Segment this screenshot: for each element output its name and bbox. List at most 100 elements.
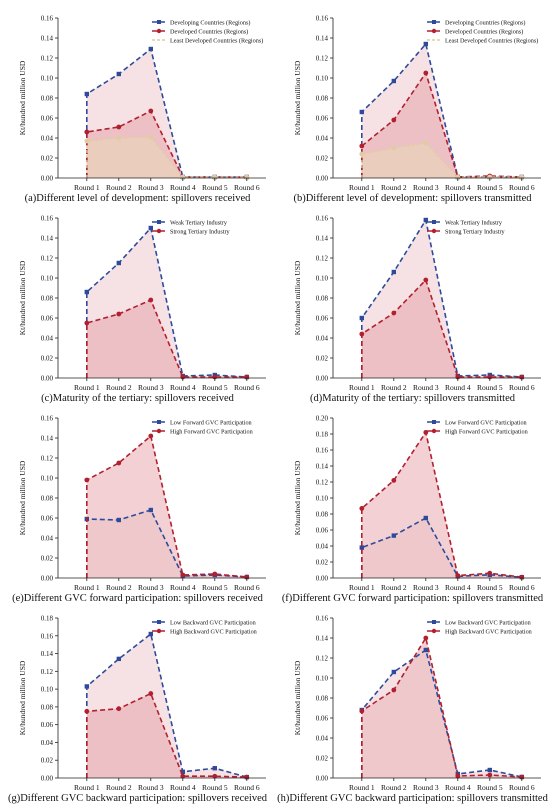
data-point [391, 533, 396, 538]
y-tick-label: 0.10 [316, 675, 329, 683]
data-point [148, 433, 154, 439]
chart-caption: (g)Different GVC backward participation:… [7, 793, 267, 804]
x-tick-label: Round 2 [106, 383, 132, 392]
y-tick-label: 0.20 [316, 415, 329, 423]
y-tick-label: 0.02 [316, 559, 329, 567]
data-point [391, 669, 396, 675]
y-tick-label: 0.02 [41, 155, 54, 163]
data-point [455, 773, 461, 779]
chart-svg: 0.00 0.02 0.04 0.06 0.08 0.10 0.12 0.14 0.16 Roun… [293, 15, 541, 192]
x-tick-label: Round 1 [74, 783, 100, 792]
chart-svg: 0.00 0.02 0.04 0.06 0.08 0.10 0.12 0.14 0.16 Roun… [18, 415, 266, 592]
legend-marker [432, 20, 436, 24]
data-point [359, 331, 365, 337]
series-area [86, 300, 247, 378]
y-axis-label: Kt/hundred million USD [293, 460, 302, 535]
legend-marker [431, 428, 437, 434]
series-area [361, 650, 522, 778]
y-axis-label: Kt/hundred million USD [293, 60, 302, 135]
data-point [423, 140, 429, 146]
y-tick-label: 0.16 [316, 447, 329, 455]
y-tick-label: 0.08 [41, 495, 54, 503]
x-tick-label: Round 6 [509, 783, 535, 792]
x-tick-label: Round 4 [170, 583, 196, 592]
x-tick-label: Round 3 [138, 783, 164, 792]
x-tick-label: Round 6 [509, 583, 535, 592]
data-point [116, 71, 121, 77]
x-tick-label: Round 5 [202, 583, 228, 592]
chart-svg: 0.00 0.02 0.04 0.06 0.08 0.10 0.12 0.14 0.16 Roun… [18, 215, 266, 392]
data-point [359, 708, 365, 714]
legend-label: Least Developed Countries (Regions) [445, 37, 538, 44]
data-point [116, 517, 121, 523]
data-point [116, 135, 122, 141]
legend-label: Least Developed Countries (Regions) [170, 37, 263, 44]
x-tick-label: Round 1 [74, 383, 100, 392]
x-tick-label: Round 4 [445, 583, 471, 592]
legend-label: Strong Tertiary Industry [445, 228, 506, 235]
y-tick-label: 0.02 [316, 155, 329, 163]
x-tick-label: Round 1 [349, 783, 375, 792]
y-tick-label: 0.14 [41, 35, 54, 43]
x-tick-label: Round 6 [234, 183, 260, 192]
x-tick-label: Round 6 [234, 783, 260, 792]
x-tick-label: Round 5 [477, 583, 503, 592]
y-tick-label: 0.06 [41, 315, 54, 323]
y-tick-label: 0.02 [41, 555, 54, 563]
y-tick-label: 0.00 [316, 175, 329, 183]
y-tick-label: 0.08 [316, 695, 329, 703]
y-axis-label: Kt/hundred million USD [18, 660, 27, 735]
legend-label: High Forward GVC Participation [170, 428, 253, 435]
y-axis-label: Kt/hundred million USD [293, 260, 302, 335]
y-axis-label: Kt/hundred million USD [18, 60, 27, 135]
y-tick-label: 0.12 [316, 255, 329, 263]
chart-caption: (h)Different GVC backward participation:… [277, 793, 548, 804]
data-point [487, 772, 493, 778]
legend-marker [157, 20, 161, 24]
data-point [423, 41, 428, 47]
y-tick-label: 0.12 [316, 55, 329, 63]
legend-label: High Forward GVC Participation [445, 428, 528, 435]
y-tick-label: 0.16 [41, 215, 54, 223]
data-point [212, 571, 218, 577]
x-tick-label: Round 5 [477, 783, 503, 792]
y-tick-label: 0.16 [316, 215, 329, 223]
legend-label: Low Backward GVC Participation [445, 619, 531, 626]
legend-label: Weak Tertiary Industry [170, 219, 228, 226]
data-point [423, 635, 429, 641]
data-point [116, 656, 121, 662]
data-point [359, 315, 364, 321]
x-tick-label: Round 6 [234, 583, 260, 592]
x-tick-label: Round 5 [477, 183, 503, 192]
chart-caption: (c)Maturity of the tertiary: spillovers … [41, 393, 234, 404]
data-point [180, 769, 185, 774]
y-tick-label: 0.18 [316, 431, 329, 439]
y-tick-label: 0.02 [316, 755, 329, 763]
y-tick-label: 0.00 [316, 575, 329, 583]
y-tick-label: 0.16 [316, 15, 329, 23]
y-tick-label: 0.04 [316, 735, 329, 743]
x-tick-label: Round 2 [106, 783, 132, 792]
chart-panel: 0.00 0.02 0.04 0.06 0.08 0.10 0.12 0.14 0.16 Roun… [0, 0, 275, 204]
y-tick-label: 0.06 [316, 315, 329, 323]
x-tick-label: Round 2 [381, 583, 407, 592]
data-point [148, 297, 154, 303]
y-tick-label: 0.04 [316, 135, 329, 143]
data-point [359, 151, 365, 157]
x-tick-label: Round 1 [74, 583, 100, 592]
x-tick-label: Round 4 [445, 383, 471, 392]
chart-panel: 0.00 0.02 0.04 0.06 0.08 0.10 0.12 0.14 0.16 Roun… [0, 400, 275, 604]
chart-svg: 0.00 0.02 0.04 0.06 0.08 0.10 0.12 0.14 0.16 0.18… [18, 615, 266, 792]
legend-label: High Backward GVC Participation [170, 628, 257, 635]
y-tick-label: 0.16 [41, 415, 54, 423]
data-point [391, 269, 396, 275]
data-point [84, 91, 89, 97]
data-point [487, 767, 492, 773]
chart-svg: 0.00 0.02 0.04 0.06 0.08 0.10 0.12 0.14 0.16 Roun… [293, 615, 541, 792]
chart-panel: 0.00 0.02 0.04 0.06 0.08 0.10 0.12 0.14 0.16 Roun… [0, 200, 275, 404]
y-tick-label: 0.04 [41, 739, 54, 747]
x-tick-label: Round 2 [381, 183, 407, 192]
x-tick-label: Round 4 [445, 783, 471, 792]
data-point [359, 109, 364, 115]
chart-panel: 0.00 0.02 0.04 0.06 0.08 0.10 0.12 0.14 0.16 Roun… [275, 200, 550, 404]
